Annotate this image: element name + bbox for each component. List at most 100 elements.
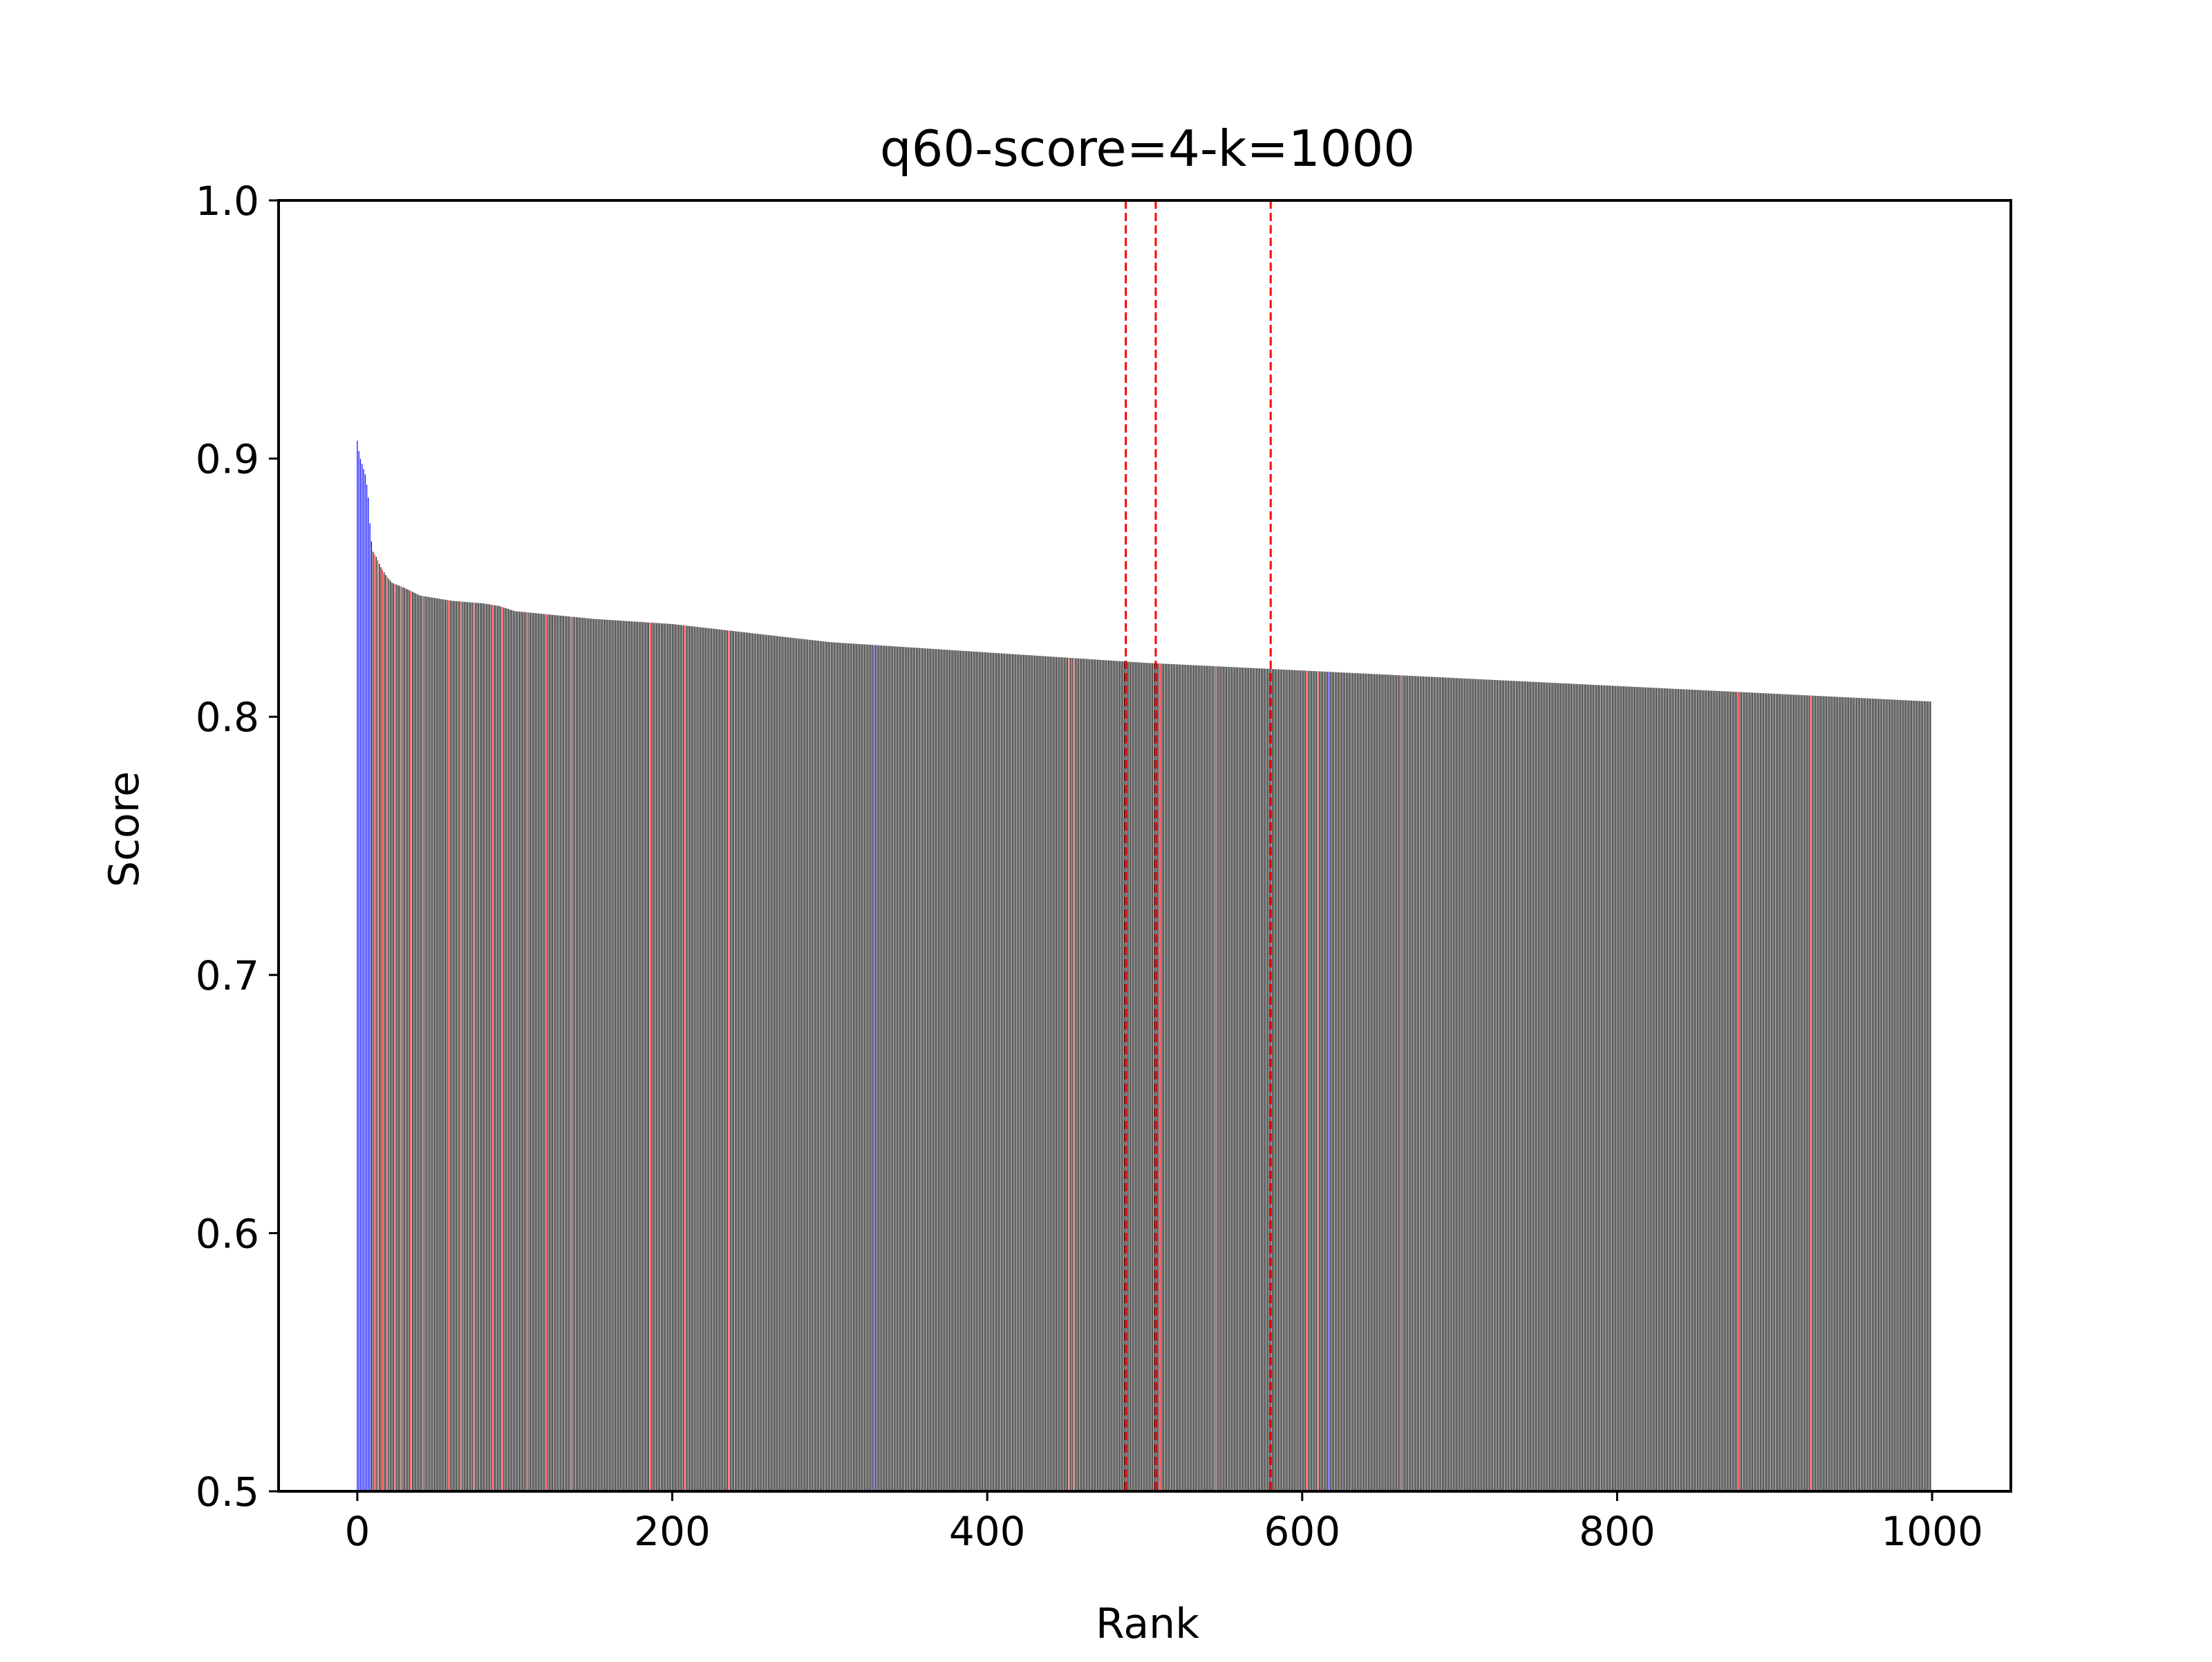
bar-164 [615,620,617,1492]
bar-521 [1177,663,1179,1492]
bar-579 [1268,668,1271,1492]
bar-442 [1052,656,1055,1492]
bar-804 [1622,686,1624,1492]
bar-683 [1432,676,1434,1492]
bar-302 [832,641,834,1492]
bar-22 [391,582,393,1492]
bar-204 [677,624,679,1492]
bar-236 [728,630,730,1492]
bar-606 [1311,670,1313,1492]
bar-205 [679,624,682,1492]
bar-422 [1021,654,1023,1492]
bar-382 [957,650,960,1492]
plot-frame [277,199,2012,1493]
bar-135 [569,616,571,1492]
bar-181 [641,621,644,1492]
bar-644 [1370,673,1373,1492]
bar-873 [1731,691,1733,1492]
bar-489 [1126,661,1129,1492]
bar-332 [879,645,881,1492]
bar-55 [442,598,445,1492]
bar-484 [1118,661,1121,1492]
bar-893 [1763,692,1765,1492]
bar-209 [685,625,688,1492]
bar-337 [887,645,889,1492]
bar-747 [1533,681,1535,1492]
bar-562 [1241,667,1244,1492]
bar-265 [774,635,776,1492]
bar-931 [1822,695,1825,1492]
bar-750 [1537,681,1539,1492]
bar-113 [534,612,536,1492]
bar-94 [504,607,507,1492]
bar-585 [1277,668,1280,1492]
bar-234 [724,630,727,1492]
bar-538 [1203,665,1206,1492]
bar-276 [791,637,793,1492]
bar-397 [982,652,984,1492]
bar-731 [1508,680,1510,1492]
bar-365 [931,648,933,1492]
bar-895 [1765,692,1768,1492]
bar-782 [1588,684,1590,1492]
bar-748 [1534,681,1537,1492]
bar-726 [1499,679,1502,1492]
bar-431 [1035,655,1038,1492]
bar-560 [1238,667,1240,1492]
bar-174 [630,621,632,1492]
bar-222 [706,627,708,1492]
bar-659 [1394,674,1396,1492]
bar-114 [536,612,538,1492]
bar-849 [1693,689,1696,1492]
bar-769 [1567,683,1570,1492]
bar-823 [1652,687,1655,1492]
vlines-layer [1125,200,1272,1491]
bar-531 [1192,664,1194,1492]
bar-577 [1265,668,1267,1492]
bar-523 [1180,664,1182,1492]
bar-313 [849,643,852,1492]
bar-685 [1435,677,1437,1492]
bar-290 [813,639,815,1492]
bar-775 [1577,683,1579,1492]
bar-129 [559,615,562,1492]
bar-964 [1874,698,1877,1492]
bar-836 [1673,688,1675,1492]
bar-751 [1539,681,1541,1492]
bar-101 [515,610,518,1492]
bar-896 [1767,692,1770,1492]
bar-737 [1517,681,1519,1492]
bar-821 [1649,687,1651,1492]
bar-587 [1280,669,1283,1492]
y-tick-label: 0.5 [196,1469,259,1515]
bar-724 [1497,679,1499,1492]
bar-447 [1060,657,1062,1492]
bar-80 [482,603,485,1492]
bar-169 [622,620,625,1492]
bar-597 [1296,670,1299,1492]
bar-331 [877,645,880,1492]
bar-452 [1068,657,1070,1492]
y-tick-label: 0.9 [196,436,259,483]
bar-880 [1742,692,1744,1492]
bar-979 [1898,699,1900,1492]
bar-925 [1813,695,1815,1492]
bar-287 [808,639,810,1492]
bar-757 [1548,682,1550,1492]
bar-991 [1917,700,1919,1492]
bar-813 [1636,686,1639,1492]
bar-618 [1329,671,1332,1492]
bar-558 [1235,666,1237,1492]
bar-795 [1608,685,1611,1492]
bar-323 [865,643,867,1492]
bar-743 [1526,681,1528,1492]
bar-85 [490,604,492,1492]
bar-727 [1501,679,1503,1492]
bar-263 [770,634,773,1492]
bar-11 [373,554,376,1492]
bar-874 [1732,691,1735,1492]
bar-392 [973,651,976,1492]
bar-842 [1682,688,1685,1492]
bar-990 [1915,700,1918,1492]
bar-932 [1824,695,1826,1492]
